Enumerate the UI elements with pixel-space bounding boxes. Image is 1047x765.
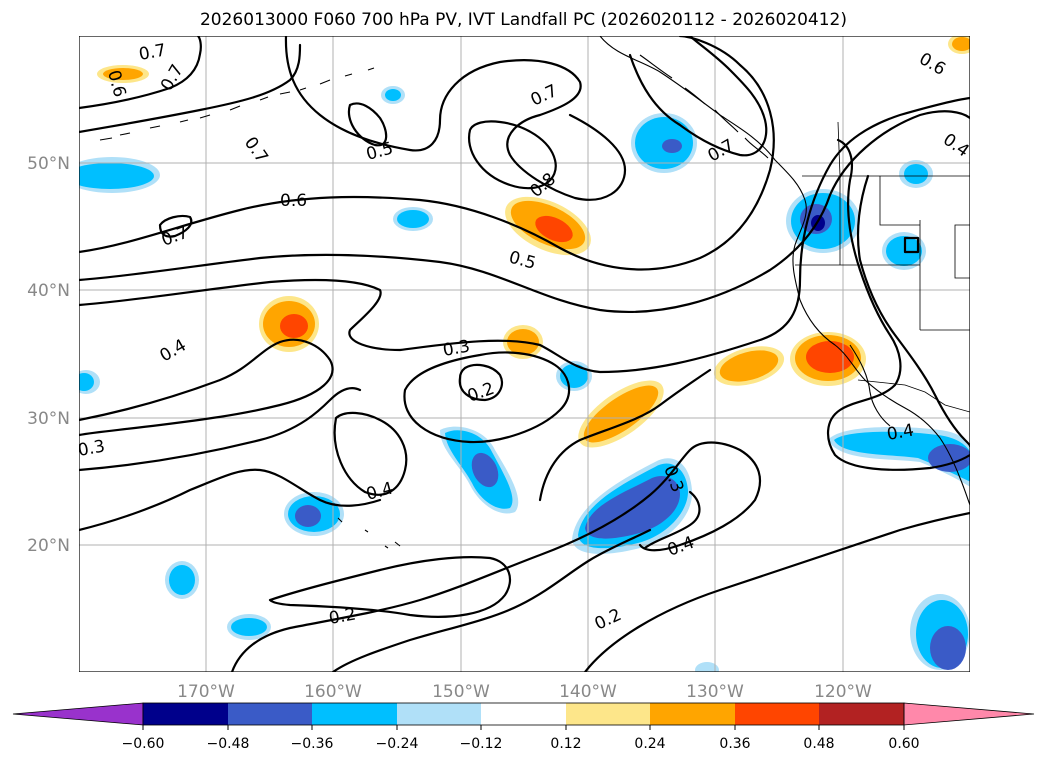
negative-anomaly-gulf-of-alaska — [631, 113, 697, 173]
longitude-labels: 170°W 160°W 150°W 140°W 130°W 120°W — [177, 682, 872, 702]
colorbar-tick-label: −0.12 — [460, 736, 503, 752]
colorbar-tick-label: −0.60 — [122, 736, 165, 752]
colorbar-bin — [566, 703, 650, 725]
map-panel[interactable]: 0.7 0.6 0.7 0.7 0.5 0.7 0.8 0.7 0.6 0.4 … — [64, 34, 976, 678]
colorbar-tick-label: 0.36 — [719, 736, 750, 752]
lon-label-130w: 130°W — [686, 682, 744, 702]
lat-label-50n: 50°N — [27, 154, 70, 174]
colorbar-extend-min — [12, 702, 144, 726]
negative-anomaly-mexico — [828, 427, 970, 670]
colorbar-bin — [819, 703, 904, 725]
colorbar: −0.60 −0.48 −0.36 −0.24 −0.12 0.12 0.24 … — [12, 702, 1035, 752]
gridlines — [79, 36, 970, 672]
colorbar-tick-label: 0.12 — [550, 736, 581, 752]
contour-label: 0.6 — [280, 191, 307, 211]
lon-label-120w: 120°W — [814, 682, 872, 702]
lon-label-160w: 160°W — [304, 682, 362, 702]
positive-anomaly-north-pacific — [505, 196, 591, 256]
positive-anomaly-california — [790, 332, 866, 386]
latitude-labels: 50°N 40°N 30°N 20°N — [27, 154, 70, 556]
contour-label: 0.4 — [885, 421, 915, 445]
colorbar-ticks — [142, 725, 905, 730]
lat-label-20n: 20°N — [27, 536, 70, 556]
contour-label: 0.3 — [76, 437, 106, 461]
colorbar-tick-label: 0.24 — [634, 736, 665, 752]
colorbar-tick-label: −0.36 — [291, 736, 334, 752]
colorbar-bin — [481, 703, 566, 725]
contour-label: 0.3 — [441, 337, 471, 361]
figure-title: 2026013000 F060 700 hPa PV, IVT Landfall… — [199, 10, 847, 30]
contour-label: 0.2 — [327, 605, 357, 629]
shading-layer — [79, 36, 970, 672]
colorbar-bin — [228, 703, 312, 725]
contour-lines — [79, 36, 970, 672]
colorbar-bin — [650, 703, 735, 725]
negative-anomaly-misc — [79, 86, 933, 672]
colorbar-tick-label: 0.60 — [888, 736, 919, 752]
colorbar-bin — [397, 703, 481, 725]
colorbar-tick-label: −0.24 — [376, 736, 419, 752]
lon-label-170w: 170°W — [177, 682, 235, 702]
colorbar-bin — [312, 703, 397, 725]
political-borders — [795, 121, 970, 413]
lon-label-140w: 140°W — [559, 682, 617, 702]
colorbar-tick-label: 0.48 — [803, 736, 834, 752]
colorbar-extend-max — [903, 702, 1035, 726]
positive-anomaly-hawaii-north — [259, 296, 319, 352]
colorbar-bin — [143, 703, 228, 725]
colorbar-bin — [735, 703, 819, 725]
lat-label-30n: 30°N — [27, 409, 70, 429]
lon-label-150w: 150°W — [432, 682, 490, 702]
colorbar-tick-label: −0.48 — [207, 736, 250, 752]
contour-label: 0.7 — [137, 41, 167, 65]
lat-label-40n: 40°N — [27, 281, 70, 301]
